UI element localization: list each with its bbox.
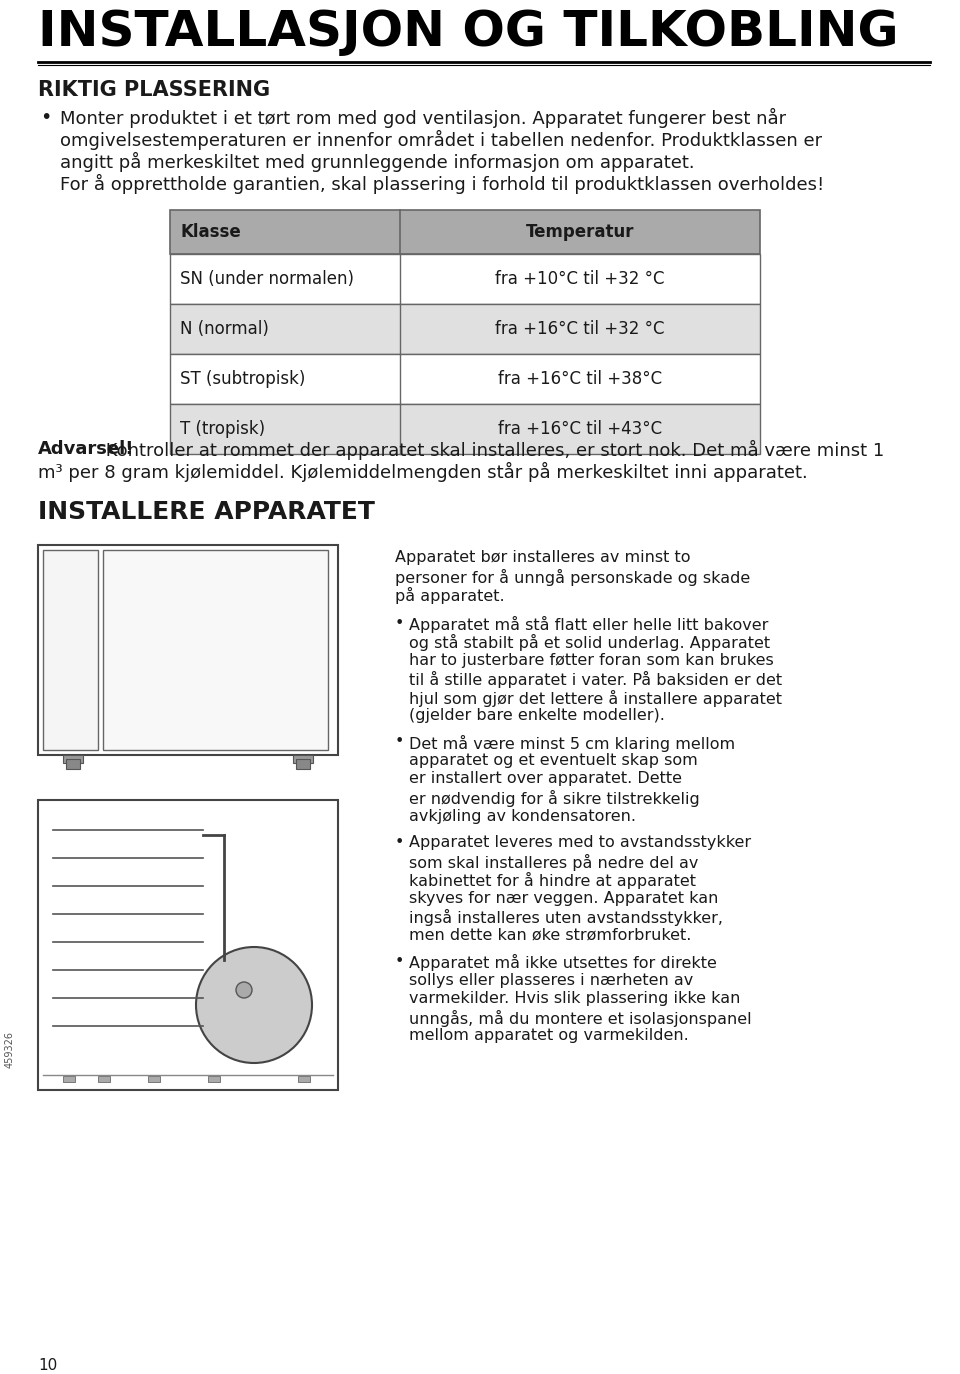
Text: Det må være minst 5 cm klaring mellom: Det må være minst 5 cm klaring mellom	[409, 735, 735, 752]
Bar	[63, 754, 83, 763]
Bar	[170, 210, 760, 254]
Text: omgivelsestemperaturen er innenfor området i tabellen nedenfor. Produktklassen e: omgivelsestemperaturen er innenfor områd…	[60, 131, 822, 150]
Text: 459326: 459326	[5, 1032, 15, 1069]
Circle shape	[236, 982, 252, 998]
Text: skyves for nær veggen. Apparatet kan: skyves for nær veggen. Apparatet kan	[409, 890, 718, 905]
Text: Apparatet må stå flatt eller helle litt bakover: Apparatet må stå flatt eller helle litt …	[409, 616, 768, 632]
Text: Temperatur: Temperatur	[526, 223, 635, 240]
Bar	[296, 758, 310, 769]
Bar	[298, 1076, 310, 1081]
Text: ST (subtropisk): ST (subtropisk)	[180, 370, 305, 387]
Bar	[38, 545, 338, 754]
Bar	[148, 1076, 160, 1081]
Text: T (tropisk): T (tropisk)	[180, 420, 265, 438]
Text: •: •	[395, 616, 404, 631]
Text: angitt på merkeskiltet med grunnleggende informasjon om apparatet.: angitt på merkeskiltet med grunnleggende…	[60, 153, 695, 172]
Text: •: •	[395, 735, 404, 749]
Text: N (normal): N (normal)	[180, 320, 269, 338]
Text: hjul som gjør det lettere å installere apparatet: hjul som gjør det lettere å installere a…	[409, 690, 782, 706]
Text: Apparatet leveres med to avstandsstykker: Apparatet leveres med to avstandsstykker	[409, 835, 751, 851]
Bar	[170, 304, 760, 354]
Bar	[208, 1076, 220, 1081]
Bar	[103, 550, 328, 750]
Text: •: •	[395, 835, 404, 851]
Text: RIKTIG PLASSERING: RIKTIG PLASSERING	[38, 80, 270, 100]
Text: INSTALLERE APPARATET: INSTALLERE APPARATET	[38, 500, 374, 523]
Text: 10: 10	[38, 1358, 58, 1373]
Text: fra +16°C til +38°C: fra +16°C til +38°C	[498, 370, 662, 387]
Text: Advarsel!: Advarsel!	[38, 440, 134, 458]
Bar	[170, 254, 760, 304]
Text: fra +10°C til +32 °C: fra +10°C til +32 °C	[495, 271, 664, 289]
Text: •: •	[395, 954, 404, 969]
Text: ingså installeres uten avstandsstykker,: ingså installeres uten avstandsstykker,	[409, 910, 723, 926]
Text: og stå stabilt på et solid underlag. Apparatet: og stå stabilt på et solid underlag. App…	[409, 633, 770, 651]
Text: personer for å unngå personskade og skade: personer for å unngå personskade og skad…	[395, 569, 751, 585]
Text: er nødvendig for å sikre tilstrekkelig: er nødvendig for å sikre tilstrekkelig	[409, 790, 700, 807]
Text: SN (under normalen): SN (under normalen)	[180, 271, 354, 289]
Text: m³ per 8 gram kjølemiddel. Kjølemiddelmengden står på merkeskiltet inni apparate: m³ per 8 gram kjølemiddel. Kjølemiddelme…	[38, 462, 807, 482]
Bar	[98, 1076, 110, 1081]
Text: som skal installeres på nedre del av: som skal installeres på nedre del av	[409, 853, 698, 871]
Text: fra +16°C til +32 °C: fra +16°C til +32 °C	[495, 320, 664, 338]
Circle shape	[196, 947, 312, 1063]
Text: fra +16°C til +43°C: fra +16°C til +43°C	[498, 420, 662, 438]
Bar	[38, 800, 338, 1090]
Text: Apparatet bør installeres av minst to: Apparatet bør installeres av minst to	[395, 550, 690, 565]
Text: på apparatet.: på apparatet.	[395, 587, 505, 605]
Bar	[63, 1076, 75, 1081]
Text: kabinettet for å hindre at apparatet: kabinettet for å hindre at apparatet	[409, 872, 696, 889]
Text: Apparatet må ikke utsettes for direkte: Apparatet må ikke utsettes for direkte	[409, 954, 717, 971]
Text: har to justerbare føtter foran som kan brukes: har to justerbare føtter foran som kan b…	[409, 653, 774, 668]
Text: (gjelder bare enkelte modeller).: (gjelder bare enkelte modeller).	[409, 708, 665, 723]
Text: For å opprettholde garantien, skal plassering i forhold til produktklassen overh: For å opprettholde garantien, skal plass…	[60, 174, 825, 194]
Text: avkjøling av kondensatoren.: avkjøling av kondensatoren.	[409, 808, 636, 823]
Text: men dette kan øke strømforbruket.: men dette kan øke strømforbruket.	[409, 927, 691, 943]
Text: sollys eller plasseres i nærheten av: sollys eller plasseres i nærheten av	[409, 973, 693, 988]
Bar	[293, 754, 313, 763]
Text: Kontroller at rommet der apparatet skal installeres, er stort nok. Det må være m: Kontroller at rommet der apparatet skal …	[100, 440, 884, 460]
Text: varmekilder. Hvis slik plassering ikke kan: varmekilder. Hvis slik plassering ikke k…	[409, 991, 740, 1006]
Text: •: •	[40, 109, 52, 126]
Text: unngås, må du montere et isolasjonspanel: unngås, må du montere et isolasjonspanel	[409, 1010, 752, 1026]
Bar	[170, 404, 760, 453]
Text: til å stille apparatet i vater. På baksiden er det: til å stille apparatet i vater. På baksi…	[409, 671, 782, 688]
Text: mellom apparatet og varmekilden.: mellom apparatet og varmekilden.	[409, 1028, 688, 1043]
Bar	[43, 550, 98, 750]
Text: er installert over apparatet. Dette: er installert over apparatet. Dette	[409, 771, 682, 786]
Text: INSTALLASJON OG TILKOBLING: INSTALLASJON OG TILKOBLING	[38, 8, 899, 56]
Bar	[66, 758, 80, 769]
Bar	[170, 354, 760, 404]
Text: Monter produktet i et tørt rom med god ventilasjon. Apparatet fungerer best når: Monter produktet i et tørt rom med god v…	[60, 109, 786, 128]
Text: Klasse: Klasse	[180, 223, 241, 240]
Text: apparatet og et eventuelt skap som: apparatet og et eventuelt skap som	[409, 753, 698, 768]
